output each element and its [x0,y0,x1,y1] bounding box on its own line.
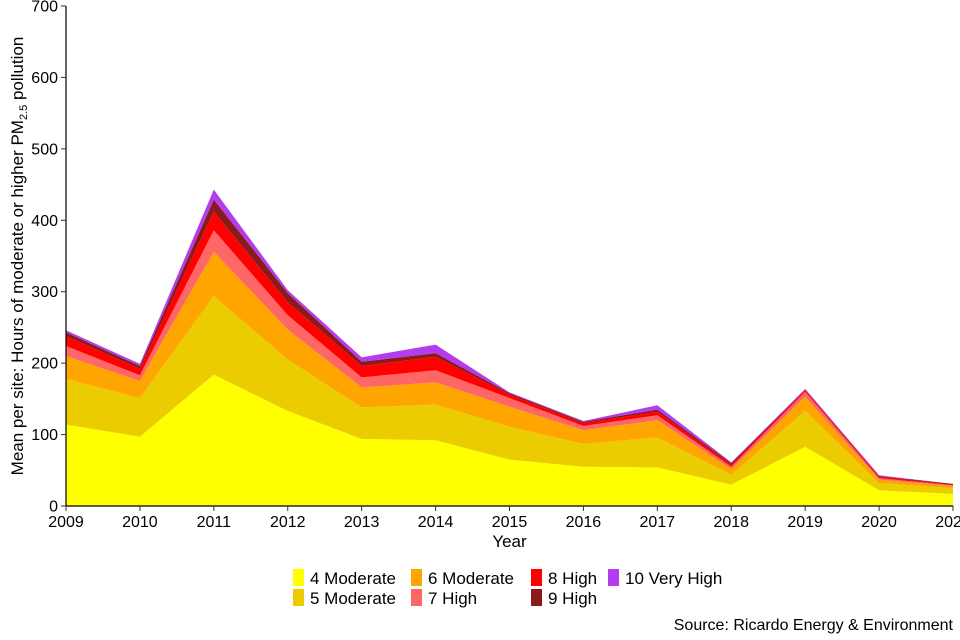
area-series-2 [66,296,953,494]
legend-swatch [411,589,422,606]
y-tick-label: 300 [31,284,58,301]
x-tick-label: 2014 [418,514,454,531]
x-tick-label: 2019 [787,514,823,531]
y-tick-label: 500 [31,141,58,158]
x-tick-label: 2016 [566,514,602,531]
area-series-3 [66,251,953,489]
area-series-group [66,189,953,506]
legend-swatch [293,589,304,606]
legend-swatch [531,569,542,586]
y-tick-label: 100 [31,427,58,444]
x-tick-label: 2018 [713,514,749,531]
x-axis-ticks: 2009 2010 2011 2012 2013 2014 2015 2016 2017 2018… [48,506,960,531]
x-tick-label: 2012 [270,514,306,531]
y-tick-label: 400 [31,213,58,230]
legend-label: 7 High [428,589,477,608]
y-tick-label: 600 [31,70,58,87]
legend-label: 8 High [548,569,597,588]
x-tick-label: 2010 [122,514,158,531]
legend-swatch [531,589,542,606]
legend-label: 4 Moderate [310,569,396,588]
legend-label: 6 Moderate [428,569,514,588]
legend-label: 5 Moderate [310,589,396,608]
x-tick-label: 2021 [935,514,960,531]
y-tick-label: 0 [49,499,58,516]
x-tick-label: 2009 [48,514,84,531]
legend-swatch [608,569,619,586]
x-tick-label: 2013 [344,514,380,531]
x-axis-title: Year [492,532,527,551]
legend-label: 9 High [548,589,597,608]
y-axis-ticks: 0 100 200 300 400 500 600 700 [31,0,66,516]
y-axis-title-prefix: Mean per site: Hours of moderate or high… [8,120,27,475]
y-axis-title-subscript: 2.5 [18,105,30,120]
x-tick-label: 2015 [492,514,528,531]
legend-label: 10 Very High [625,569,722,588]
area-series-1 [66,374,953,506]
x-tick-label: 2020 [861,514,897,531]
x-tick-label: 2017 [640,514,676,531]
y-axis-title-suffix: pollution [8,37,27,105]
y-tick-label: 200 [31,356,58,373]
y-tick-label: 700 [31,0,58,16]
x-tick-label: 2011 [197,514,232,531]
legend-swatch [293,569,304,586]
legend-swatch [411,569,422,586]
y-axis-title: Mean per site: Hours of moderate or high… [8,37,30,476]
source-note: Source: Ricardo Energy & Environment [674,617,954,634]
